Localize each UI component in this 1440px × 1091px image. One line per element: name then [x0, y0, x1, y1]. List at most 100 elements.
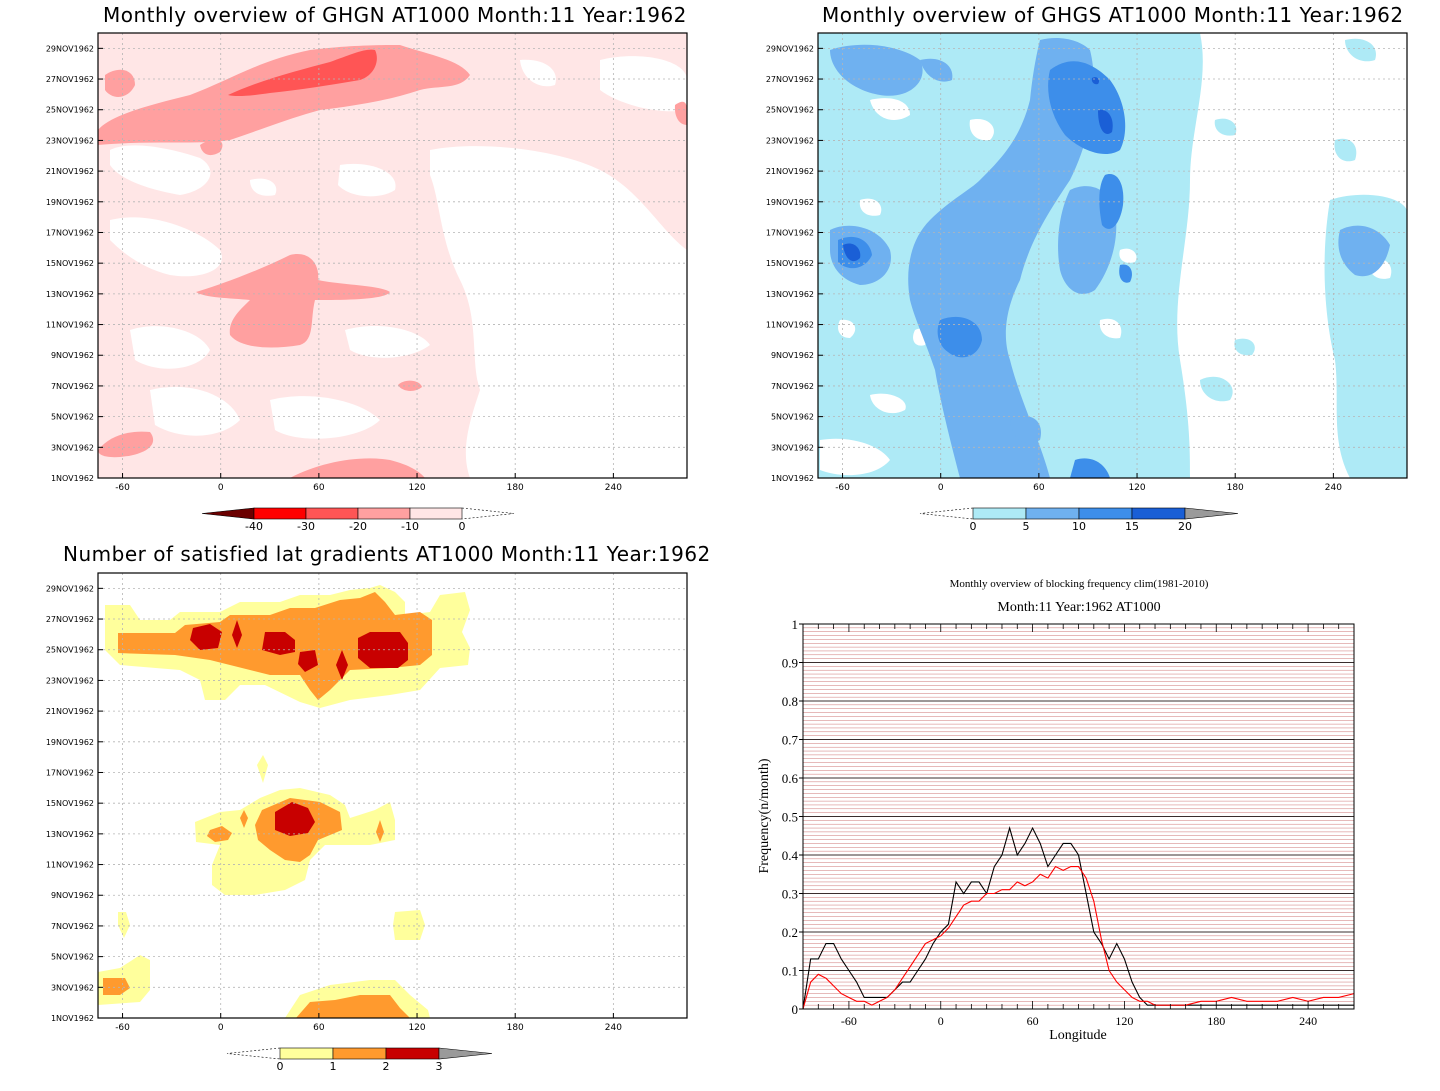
ghgn-ytick-label: 19NOV1962: [46, 198, 94, 207]
lat-ytick-label: 17NOV1962: [46, 768, 94, 777]
freq-ytick-label: 0.5: [782, 810, 798, 825]
ghgn-ytick-label: 7NOV1962: [51, 382, 94, 391]
ghgn-colorbar-cell: [253, 507, 307, 520]
lat-xtick-label: 180: [507, 1023, 524, 1033]
lat-ytick-label: 25NOV1962: [46, 646, 94, 655]
ghgs-ytick-label: 15NOV1962: [766, 259, 814, 268]
lat-colorbar-label: 0: [277, 1060, 284, 1073]
ghgs-ytick-label: 5NOV1962: [771, 413, 814, 422]
ghgn-colorbar-cell: [201, 507, 255, 520]
lat-ytick-label: 11NOV1962: [46, 861, 94, 870]
panel-ghgn: Monthly overview of GHGN AT1000 Month:11…: [0, 0, 720, 540]
ghgn-ytick-label: 13NOV1962: [46, 290, 94, 299]
ghgs-ytick-label: 27NOV1962: [766, 75, 814, 84]
lat-ytick-label: 23NOV1962: [46, 676, 94, 685]
freq-ytick-label: 1: [792, 617, 799, 632]
ghgn-colorbar-label: -40: [245, 520, 263, 533]
panel-freq: Monthly overview of blocking frequency c…: [720, 540, 1440, 1091]
ghgs-xtick-label: 0: [938, 483, 944, 493]
ghgs-colorbar-label: 20: [1178, 520, 1192, 533]
lat-colorbar-open-end: [226, 1047, 281, 1060]
ghgn-ytick-label: 29NOV1962: [46, 44, 94, 53]
ghgn-ytick-label: 11NOV1962: [46, 321, 94, 330]
lat-xtick-label: -60: [115, 1023, 130, 1033]
ghgs-map: -60 0 60 120 180 240 1NOV1962 3NOV1962 5NOV1962 7…: [766, 32, 1408, 533]
lat-colorbar-cell: [279, 1047, 334, 1060]
ghgs-colorbar-cell: [972, 507, 1027, 520]
lat-ytick-label: 7NOV1962: [51, 922, 94, 931]
ghgn-xtick-label: -60: [115, 483, 130, 493]
ghgs-ytick-label: 1NOV1962: [771, 474, 814, 483]
lat-ytick-label: 5NOV1962: [51, 953, 94, 962]
lat-ytick-label: 1NOV1962: [51, 1014, 94, 1023]
ghgs-ytick-label: 9NOV1962: [771, 351, 814, 360]
freq-grid: [803, 623, 1354, 1010]
ghgn-ytick-label: 15NOV1962: [46, 259, 94, 268]
ghgn-ytick-label: 3NOV1962: [51, 443, 94, 452]
freq-ytick-label: 0.3: [782, 887, 798, 902]
ghgn-xtick-label: 180: [507, 483, 524, 493]
ghgs-ytick-label: 19NOV1962: [766, 198, 814, 207]
panel-lat: Number of satisfied lat gradients AT1000…: [0, 540, 720, 1091]
lat-colorbar-label: 1: [330, 1060, 337, 1073]
ghgn-ytick-label: 1NOV1962: [51, 474, 94, 483]
ghgs-colorbar: 0 5 10 15 20: [919, 507, 1239, 533]
ghgn-ytick-label: 23NOV1962: [46, 136, 94, 145]
freq-ytick-label: 0.4: [782, 848, 799, 863]
ghgn-colorbar-cell: [305, 507, 359, 520]
freq-ytick-label: 0.1: [782, 964, 798, 979]
freq-xtick-label: 240: [1299, 1014, 1317, 1028]
ghgs-colorbar-label: 0: [970, 520, 977, 533]
freq-ytick-label: 0: [792, 1002, 799, 1017]
ghgs-xtick-label: 120: [1128, 483, 1145, 493]
ghgn-xtick-label: 240: [605, 483, 622, 493]
ghgs-colorbar-cell: [1131, 507, 1186, 520]
freq-xtick-label: 180: [1207, 1014, 1225, 1028]
freq-series-line-1: [802, 865, 1355, 1010]
freq-ytick-label: 0.9: [782, 656, 798, 671]
freq-xlabel: Longitude: [1049, 1028, 1107, 1043]
ghgs-ytick-label: 17NOV1962: [766, 228, 814, 237]
ghgn-colorbar-cell: [357, 507, 411, 520]
lat-colorbar-label: 2: [383, 1060, 390, 1073]
ghgn-xtick-label: 120: [408, 483, 425, 493]
freq-ytick-label: 0.2: [782, 925, 798, 940]
lat-ytick-label: 29NOV1962: [46, 584, 94, 593]
ghgn-ytick-label: 27NOV1962: [46, 75, 94, 84]
ghgs-xtick-label: -60: [835, 483, 850, 493]
lat-ytick-label: 19NOV1962: [46, 738, 94, 747]
ghgs-title: Monthly overview of GHGS AT1000 Month:11…: [822, 3, 1404, 27]
freq-axes: 0 0.1 0.2 0.3 0.4 0.5 0.6 0.7 0.8 0.9 1 -60 0 60 120 18…: [782, 617, 1355, 1028]
ghgn-colorbar-open-end: [461, 507, 515, 520]
lat-colorbar: 0 1 2 3: [226, 1047, 493, 1073]
ghgn-xtick-label: 60: [313, 483, 325, 493]
freq-xtick-label: 0: [938, 1014, 944, 1028]
ghgs-ytick-label: 13NOV1962: [766, 290, 814, 299]
ghgs-ytick-label: 11NOV1962: [766, 321, 814, 330]
freq-ylabel: Frequency(n/month): [757, 758, 772, 873]
freq-xtick-label: -60: [841, 1014, 857, 1028]
ghgs-ytick-label: 3NOV1962: [771, 443, 814, 452]
ghgs-ytick-label: 21NOV1962: [766, 167, 814, 176]
ghgs-colorbar-label: 10: [1072, 520, 1086, 533]
ghgs-ytick-label: 29NOV1962: [766, 44, 814, 53]
lat-colorbar-cell: [385, 1047, 440, 1060]
ghgn-ytick-label: 5NOV1962: [51, 413, 94, 422]
lat-ytick-label: 15NOV1962: [46, 799, 94, 808]
ghgn-colorbar-label: -20: [349, 520, 367, 533]
ghgs-grid: [818, 33, 1407, 478]
ghgn-grid: [98, 33, 687, 478]
ghgn-colorbar: -40 -30 -20 -10 0: [201, 507, 515, 533]
lat-xtick-label: 120: [408, 1023, 425, 1033]
ghgs-xtick-label: 240: [1325, 483, 1342, 493]
ghgn-ytick-label: 9NOV1962: [51, 351, 94, 360]
ghgn-map: -60 0 60 120 180 240 1NOV1962 3NOV1962 5NOV1962 7…: [46, 32, 688, 533]
ghgs-xtick-label: 60: [1033, 483, 1045, 493]
lat-ytick-label: 9NOV1962: [51, 891, 94, 900]
ghgn-colorbar-label: -30: [297, 520, 315, 533]
lat-colorbar-cell: [332, 1047, 387, 1060]
ghgs-colorbar-label: 15: [1125, 520, 1139, 533]
ghgn-ytick-label: 17NOV1962: [46, 228, 94, 237]
ghgs-ytick-label: 25NOV1962: [766, 106, 814, 115]
freq-lines: [802, 826, 1355, 1010]
